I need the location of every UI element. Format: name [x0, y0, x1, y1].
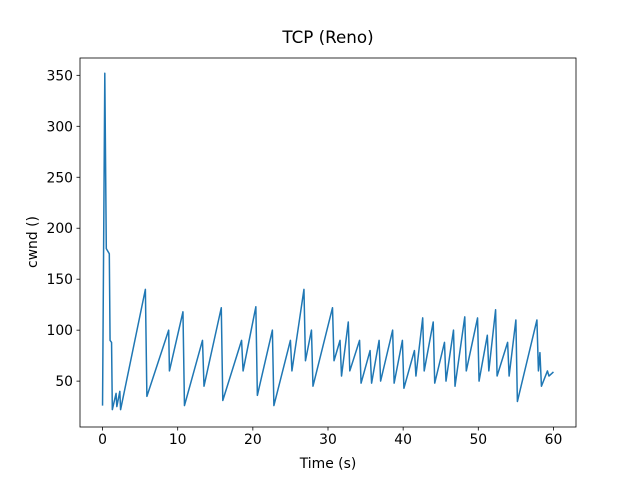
y-tick-label: 150 [46, 272, 73, 288]
x-tick-label: 40 [394, 432, 412, 448]
x-tick-label: 50 [469, 432, 487, 448]
plot-frame [79, 57, 577, 428]
chart-title: TCP (Reno) [281, 27, 373, 47]
y-tick-label: 300 [46, 119, 73, 135]
x-tick-label: 30 [319, 432, 337, 448]
y-tick-label: 200 [46, 221, 73, 237]
x-tick-label: 10 [169, 432, 187, 448]
x-tick-label: 60 [545, 432, 563, 448]
data-line [101, 72, 554, 411]
y-tick-label: 100 [46, 323, 73, 339]
y-tick-label: 350 [46, 68, 73, 84]
x-axis-label: Time (s) [299, 456, 357, 472]
x-tick-label: 0 [98, 432, 107, 448]
x-tick-label: 20 [244, 432, 262, 448]
y-tick-label: 250 [46, 170, 73, 186]
y-axis-label: cwnd () [25, 216, 41, 268]
y-tick-label: 50 [55, 374, 73, 390]
